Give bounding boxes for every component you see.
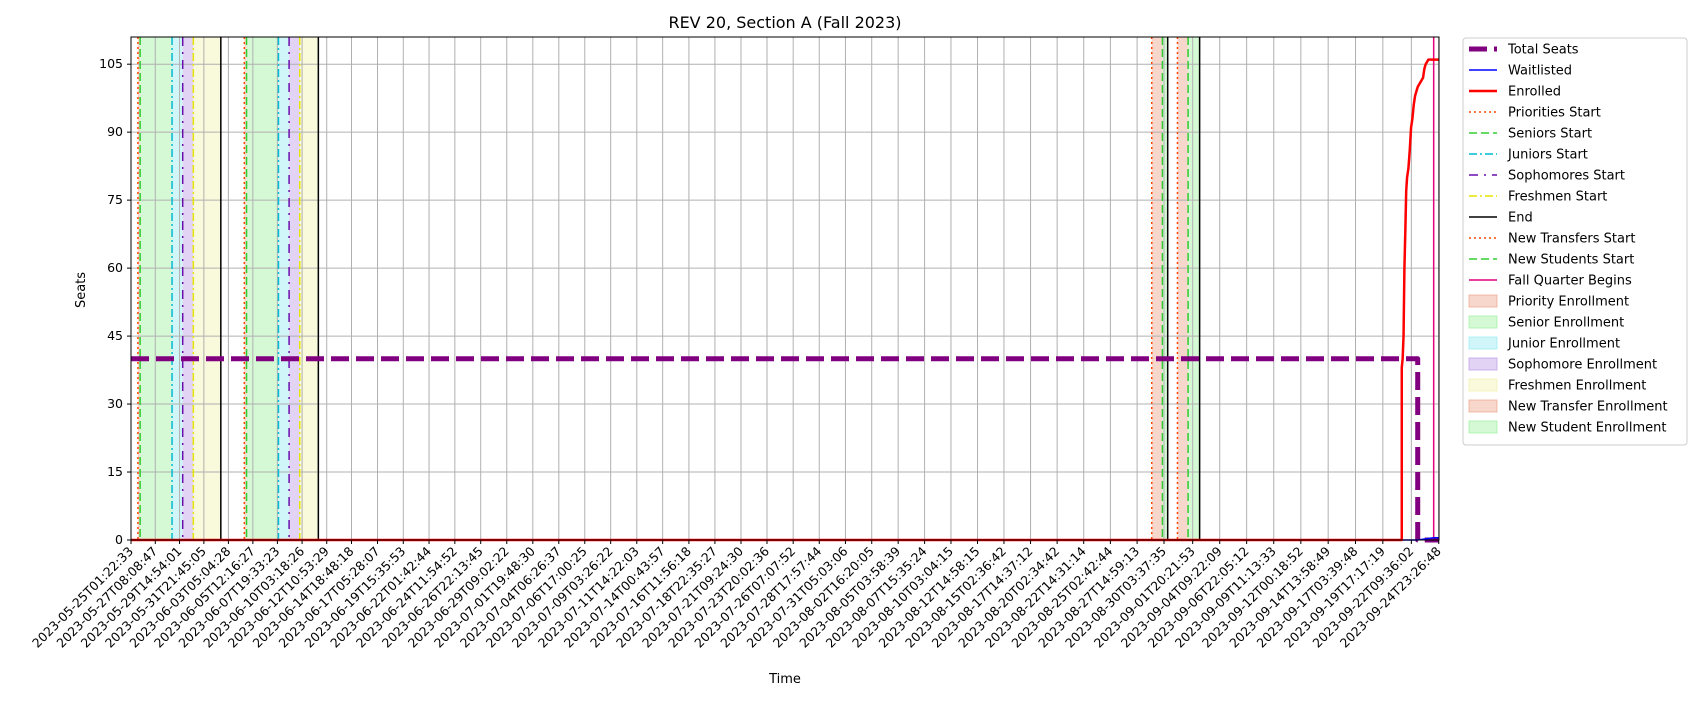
span-junior-enrollment <box>172 37 183 540</box>
legend-swatch-junior-enrollment <box>1468 336 1498 350</box>
y-axis-ticks: 0 15 30 45 60 75 90 105 <box>99 56 131 547</box>
y-tick-label: 105 <box>99 56 123 71</box>
span-senior-enrollment <box>140 37 173 540</box>
legend-label-freshmen-enrollment: Freshmen Enrollment <box>1508 379 1646 394</box>
legend-label-senior-enrollment: Senior Enrollment <box>1508 316 1624 331</box>
legend-label-freshmen-start: Freshmen Start <box>1508 190 1607 205</box>
span-new-student-enrollment <box>1162 37 1168 540</box>
event-lines <box>137 37 1435 540</box>
legend-label-seniors-start: Seniors Start <box>1508 127 1592 142</box>
legend-label-sophomores-start: Sophomores Start <box>1508 169 1625 184</box>
y-tick-label: 90 <box>107 124 123 139</box>
y-axis-label: Seats <box>74 272 89 308</box>
y-tick-label: 45 <box>107 328 123 343</box>
enrollment-spans <box>137 37 1200 540</box>
legend-label-end: End <box>1508 211 1533 226</box>
span-new-student-enrollment <box>1188 37 1200 540</box>
legend-label-new-student-enrollment: New Student Enrollment <box>1508 421 1666 436</box>
span-freshmen-enrollment <box>193 37 221 540</box>
legend-label-new-students-start: New Students Start <box>1508 253 1634 268</box>
y-tick-label: 75 <box>107 192 123 207</box>
span-priority-enrollment <box>244 37 247 540</box>
legend-label-waitlisted: Waitlisted <box>1508 64 1572 79</box>
y-tick-label: 30 <box>107 396 123 411</box>
legend-label-priority-enrollment: Priority Enrollment <box>1508 295 1629 310</box>
legend-label-fall-quarter-begins: Fall Quarter Begins <box>1508 274 1632 289</box>
legend-label-enrolled: Enrolled <box>1508 85 1561 100</box>
y-tick-label: 60 <box>107 260 123 275</box>
legend-label-junior-enrollment: Junior Enrollment <box>1507 337 1620 352</box>
legend-label-new-transfers-start: New Transfers Start <box>1508 232 1635 247</box>
legend-label-sophomore-enrollment: Sophomore Enrollment <box>1508 358 1657 373</box>
legend-label-juniors-start: Juniors Start <box>1507 148 1588 163</box>
legend-swatch-new-student-enrollment <box>1468 420 1498 434</box>
span-freshmen-enrollment <box>299 37 319 540</box>
legend-label-new-transfer-enrollment: New Transfer Enrollment <box>1508 400 1668 415</box>
y-tick-label: 0 <box>115 532 123 547</box>
x-axis-ticks: 2023-05-25T01:22:332023-05-27T08:08:4720… <box>29 540 1444 651</box>
legend-swatch-freshmen-enrollment <box>1468 378 1498 392</box>
span-new-transfer-enrollment <box>1177 37 1189 540</box>
chart-title: REV 20, Section A (Fall 2023) <box>668 13 901 32</box>
span-new-transfer-enrollment <box>1151 37 1163 540</box>
span-priority-enrollment <box>137 37 141 540</box>
series-enrolled <box>131 58 1439 542</box>
span-sophomore-enrollment <box>182 37 194 540</box>
grid <box>130 37 1440 541</box>
span-senior-enrollment <box>246 37 279 540</box>
legend-box <box>1462 37 1688 446</box>
plot-frame <box>130 36 1440 541</box>
legend-swatch-priority-enrollment <box>1468 294 1498 308</box>
legend: Total Seats Waitlisted Enrolled Priorities … <box>1462 37 1688 446</box>
legend-swatch-sophomore-enrollment <box>1468 357 1498 371</box>
legend-swatch-new-transfer-enrollment <box>1468 399 1498 413</box>
legend-swatch-senior-enrollment <box>1468 315 1498 329</box>
span-junior-enrollment <box>278 37 290 540</box>
span-sophomore-enrollment <box>289 37 300 540</box>
legend-label-total-seats: Total Seats <box>1507 43 1579 58</box>
x-axis-label: Time <box>768 672 801 687</box>
y-tick-label: 15 <box>107 464 123 479</box>
legend-label-priorities-start: Priorities Start <box>1508 106 1601 121</box>
